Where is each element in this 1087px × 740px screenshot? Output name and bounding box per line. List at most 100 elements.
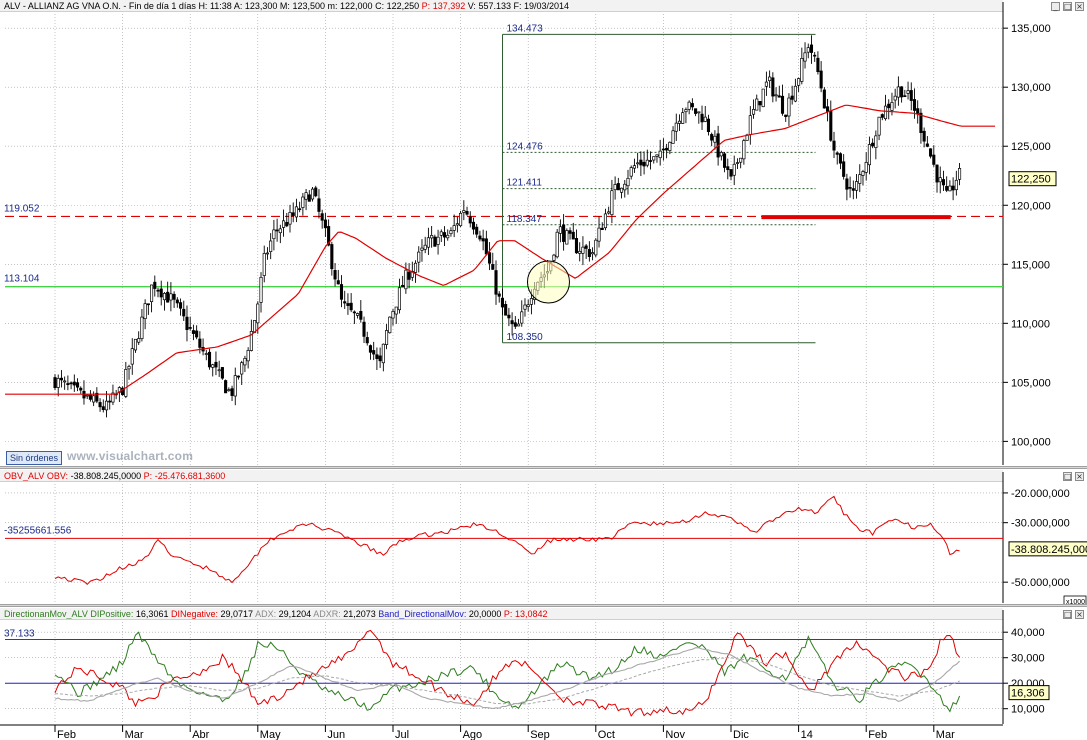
- candle-body: [349, 302, 353, 311]
- candle-body: [665, 147, 669, 151]
- candle-body: [275, 229, 279, 232]
- minimize-icon[interactable]: _: [1051, 2, 1060, 11]
- candle-body: [784, 114, 788, 118]
- candle-body: [436, 236, 440, 245]
- candle-body: [381, 343, 385, 364]
- panel-splitter-1[interactable]: [0, 466, 1087, 469]
- candle-body: [571, 231, 575, 240]
- candle-body: [835, 152, 839, 155]
- candle-body: [130, 348, 134, 365]
- candle-body: [140, 316, 144, 339]
- candle-body: [471, 221, 476, 230]
- candle-body: [793, 85, 797, 102]
- candle-body: [771, 77, 775, 97]
- candle-body: [278, 228, 282, 234]
- candle-body: [185, 316, 189, 330]
- fib-level-label: 118.347: [507, 214, 543, 225]
- candle-body: [954, 179, 958, 191]
- din-label: DINegative:: [170, 609, 219, 619]
- dmi-p-value: 13,0842: [514, 609, 548, 619]
- candle-body: [922, 130, 926, 142]
- symbol-info: ALV - ALLIANZ AG VNA O.N. - Fin de día 1…: [4, 1, 196, 11]
- candle-body: [677, 120, 682, 124]
- a-label: A:: [233, 1, 243, 11]
- obv-close-icon[interactable]: ×: [1075, 472, 1084, 481]
- candle-body: [127, 366, 131, 370]
- candle-body: [478, 235, 482, 240]
- candle-body: [529, 298, 533, 305]
- candle-body: [616, 183, 620, 191]
- month-label: Mar: [936, 729, 955, 740]
- candle-body: [652, 156, 656, 161]
- candle-body: [92, 395, 96, 403]
- candle-body: [687, 101, 691, 110]
- candle-body: [439, 231, 443, 236]
- candle-body: [790, 95, 794, 100]
- price-header: ALV - ALLIANZ AG VNA O.N. - Fin de día 1…: [0, 0, 1003, 12]
- candle-body: [719, 152, 723, 157]
- candle-body: [236, 375, 241, 378]
- candle-body: [104, 400, 109, 411]
- candle-body: [774, 94, 778, 97]
- candle-body: [523, 304, 527, 310]
- candle-body: [958, 168, 962, 180]
- candle-body: [706, 118, 711, 133]
- candle-body: [455, 223, 459, 226]
- candle-body: [507, 314, 511, 319]
- candle-body: [723, 153, 727, 168]
- v-label: V:: [467, 1, 476, 11]
- month-label: Abr: [192, 729, 209, 740]
- dmi-tick-label: 10,000: [1011, 704, 1045, 716]
- month-label: Ago: [463, 729, 483, 740]
- fib-low-label: 108.350: [507, 332, 544, 343]
- price-tick-label: 125,000: [1011, 141, 1051, 153]
- candle-body: [674, 122, 678, 132]
- maximize-icon[interactable]: □: [1063, 2, 1072, 11]
- f-label: F:: [513, 1, 522, 11]
- candle-body: [861, 171, 865, 176]
- candle-body: [288, 212, 292, 225]
- orders-button[interactable]: Sin órdenes: [6, 451, 63, 465]
- candle-body: [845, 178, 849, 190]
- obv-p-label: P:: [143, 471, 153, 481]
- candle-body: [797, 78, 801, 86]
- candle-body: [452, 225, 456, 231]
- candle-body: [220, 367, 224, 379]
- candle-body: [668, 141, 672, 151]
- dip-value: 16,3061: [135, 609, 169, 619]
- candle-body: [249, 331, 253, 351]
- candle-body: [520, 311, 524, 324]
- dmi-close-icon[interactable]: ×: [1075, 610, 1084, 619]
- candle-body: [372, 350, 376, 355]
- month-label: Feb: [57, 729, 76, 740]
- dmi-maximize-icon[interactable]: □: [1063, 610, 1072, 619]
- candle-body: [597, 227, 601, 242]
- band-value: 20,0000: [468, 609, 502, 619]
- c-value: 122,250: [386, 1, 420, 11]
- obv-maximize-icon[interactable]: □: [1063, 472, 1072, 481]
- candle-body: [500, 297, 504, 308]
- candle-body: [346, 303, 350, 306]
- dmi-name: DirectionanMov_ALV: [4, 609, 88, 619]
- candle-body: [227, 389, 231, 392]
- panel-splitter-2[interactable]: [0, 604, 1087, 607]
- candle-body: [690, 103, 694, 108]
- candle-body: [304, 192, 308, 200]
- candle-body: [941, 179, 946, 186]
- candle-body: [285, 222, 289, 227]
- candle-body: [800, 58, 804, 82]
- candle-body: [510, 320, 514, 325]
- candle-body: [56, 378, 60, 388]
- candle-body: [906, 90, 910, 94]
- candle-body: [256, 303, 260, 324]
- candle-body: [301, 196, 305, 208]
- candle-body: [314, 187, 318, 197]
- month-label: May: [260, 729, 281, 740]
- close-icon[interactable]: ×: [1075, 2, 1084, 11]
- candle-body: [124, 369, 128, 397]
- candle-body: [188, 327, 192, 329]
- candle-body: [385, 330, 389, 345]
- mn-label: m:: [327, 1, 338, 11]
- candle-body: [871, 142, 875, 147]
